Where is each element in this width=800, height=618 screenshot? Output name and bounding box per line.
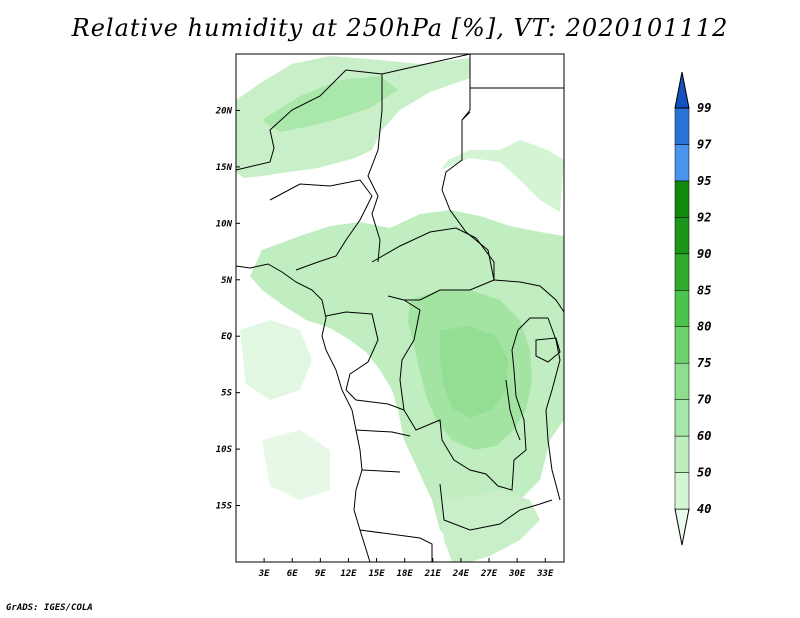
y-tick-label: 10N bbox=[216, 219, 233, 229]
humidity-area-southwest-patch bbox=[262, 430, 330, 500]
y-tick-label: 5S bbox=[221, 389, 232, 399]
lake-tanganyika bbox=[505, 379, 521, 441]
boundary-sudan bbox=[461, 87, 565, 313]
colorbar-label: 75 bbox=[697, 356, 711, 370]
humidity-area-central bbox=[250, 210, 564, 548]
colorbar: 40 50 60 70 75 80 85 90 92 95 97 99 bbox=[674, 71, 712, 546]
x-tick-label: 12E bbox=[340, 569, 357, 579]
colorbar-label: 99 bbox=[697, 101, 711, 115]
colorbar-label: 92 bbox=[697, 210, 711, 224]
x-tick-label: 24E bbox=[452, 569, 470, 579]
grads-credit: GrADS: IGES/COLA bbox=[6, 603, 93, 613]
colorbar-segment bbox=[674, 217, 690, 255]
colorbar-segment bbox=[674, 290, 690, 327]
x-tick-label: 27E bbox=[480, 569, 498, 579]
x-tick-label: 9E bbox=[315, 569, 326, 579]
colorbar-segment bbox=[674, 107, 690, 145]
boundary-east bbox=[545, 317, 561, 501]
colorbar-label: 80 bbox=[697, 320, 711, 334]
map-panel bbox=[235, 53, 565, 563]
country-boundaries bbox=[235, 53, 565, 563]
colorbar-label: 97 bbox=[697, 137, 712, 151]
colorbar-segment bbox=[674, 180, 690, 218]
humidity-area-central-peak bbox=[440, 326, 508, 418]
x-tick-label: 18E bbox=[397, 569, 414, 579]
colorbar-label: 70 bbox=[697, 393, 711, 407]
y-tick-label: 15S bbox=[216, 502, 233, 512]
boundary-car bbox=[371, 227, 495, 301]
y-tick-label: 5N bbox=[221, 276, 232, 286]
colorbar-top-arrow bbox=[674, 71, 690, 109]
colorbar-segment bbox=[674, 253, 690, 291]
colorbar-segment bbox=[674, 326, 690, 364]
x-axis: 3E 6E 9E 12E 15E 18E 21E 24E 27E 30E 33E bbox=[258, 558, 554, 579]
map-title: Relative humidity at 250hPa [%], VT: 202… bbox=[71, 14, 729, 42]
colorbar-bottom-arrow bbox=[674, 508, 690, 546]
y-tick-label: 20N bbox=[215, 106, 233, 116]
y-tick-label: EQ bbox=[221, 332, 232, 342]
boundary-angola bbox=[345, 389, 433, 562]
colorbar-label: 90 bbox=[697, 247, 711, 261]
humidity-area-northeast bbox=[440, 140, 564, 212]
colorbar-label: 40 bbox=[697, 502, 711, 516]
colorbar-segment bbox=[674, 435, 690, 473]
colorbar-segment bbox=[674, 362, 690, 400]
colorbar-segment bbox=[674, 472, 690, 510]
boundary-congo bbox=[325, 311, 379, 391]
colorbar-label: 85 bbox=[697, 283, 711, 297]
colorbar-segment bbox=[674, 144, 690, 182]
boundary-chad bbox=[381, 53, 495, 281]
x-tick-label: 33E bbox=[536, 569, 554, 579]
lake-victoria bbox=[535, 337, 561, 363]
humidity-area-northwest bbox=[236, 56, 470, 178]
x-tick-label: 15E bbox=[368, 569, 385, 579]
y-axis: 20N 15N 10N 5N EQ 5S 10S 15S bbox=[215, 106, 240, 512]
colorbar-label: 50 bbox=[697, 466, 711, 480]
boundary-zambia bbox=[439, 483, 553, 531]
humidity-area-northwest-core bbox=[262, 76, 398, 132]
boundary-drc bbox=[399, 299, 548, 491]
y-tick-label: 10S bbox=[216, 445, 233, 455]
map-frame bbox=[235, 53, 565, 563]
coastline-west bbox=[235, 263, 371, 563]
x-tick-label: 6E bbox=[287, 569, 298, 579]
x-tick-label: 3E bbox=[258, 569, 270, 579]
boundary-nigeria bbox=[269, 179, 373, 271]
y-tick-label: 15N bbox=[216, 163, 233, 173]
colorbar-label: 95 bbox=[697, 174, 711, 188]
colorbar-segment bbox=[674, 399, 690, 437]
x-tick-label: 30E bbox=[508, 569, 526, 579]
x-tick-label: 21E bbox=[424, 569, 442, 579]
colorbar-label: 60 bbox=[697, 429, 711, 443]
humidity-area-west-patch bbox=[240, 320, 312, 400]
